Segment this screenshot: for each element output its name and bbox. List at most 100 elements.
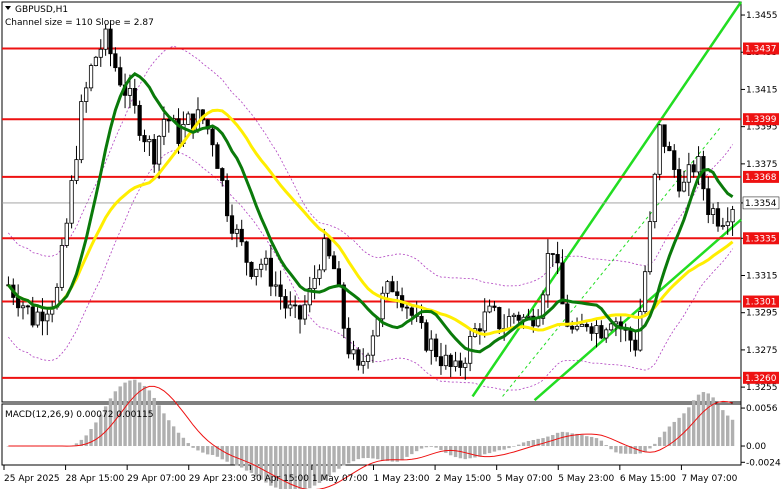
macd-bar <box>604 445 608 447</box>
candle-body <box>594 325 599 334</box>
candle-body <box>453 360 458 367</box>
channel-lower-line <box>533 218 742 402</box>
candle-body <box>176 118 181 144</box>
level-label: 1.3260 <box>745 374 777 384</box>
macd-bar <box>458 446 463 459</box>
macd-bar <box>580 434 584 447</box>
macd-bar <box>507 446 511 449</box>
collapse-arrow-icon[interactable] <box>5 6 11 10</box>
macd-bar <box>308 446 312 489</box>
candle-body <box>365 354 371 362</box>
macd-bar <box>181 437 186 447</box>
macd-bar <box>171 426 176 447</box>
macd-bar <box>152 397 156 447</box>
macd-bar <box>400 446 404 460</box>
level-label-box <box>743 295 779 308</box>
macd-bar <box>89 429 93 447</box>
candle-body <box>487 305 492 313</box>
macd-bar <box>84 435 88 447</box>
candle-body <box>404 306 410 309</box>
candle-body <box>434 338 439 358</box>
level-label: 1.3301 <box>745 298 777 308</box>
candle-body <box>336 268 342 286</box>
price-tick-label: 1.3455 <box>746 11 778 21</box>
macd-bar <box>405 446 409 457</box>
candle-body <box>186 113 191 125</box>
candle-body <box>599 325 604 339</box>
macd-bar <box>429 446 433 447</box>
time-tick-label: 2 May 15:00 <box>435 474 491 484</box>
candle-body <box>20 305 26 309</box>
macd-bar <box>390 446 395 462</box>
candle-body <box>516 314 521 321</box>
level-label-box <box>743 113 779 126</box>
macd-bar <box>99 414 103 447</box>
candle-body <box>142 135 147 143</box>
macd-bar <box>623 446 628 454</box>
candle-body <box>331 255 337 270</box>
macd-bar <box>210 446 215 455</box>
candle-body <box>395 291 400 296</box>
macd-bar <box>555 432 560 447</box>
macd-bar <box>599 440 604 447</box>
macd-bar <box>628 446 633 454</box>
macd-bar <box>385 446 390 462</box>
candle-body <box>283 296 288 309</box>
candle-body <box>715 208 721 227</box>
candle-body <box>691 164 696 173</box>
candle-body <box>302 304 307 320</box>
candle-body <box>74 159 79 181</box>
lower-envelope-line <box>8 149 733 391</box>
candle-body <box>16 297 21 309</box>
candle-body <box>35 311 40 326</box>
macd-bar <box>298 446 302 489</box>
macd-bar <box>687 407 691 447</box>
macd-bar <box>220 446 224 460</box>
candle-body <box>424 322 429 351</box>
macd-bar <box>648 446 652 449</box>
candle-body <box>93 56 99 66</box>
macd-bar <box>414 446 419 452</box>
candle-body <box>210 128 215 146</box>
macd-bar <box>322 446 327 481</box>
candle-body <box>448 354 453 367</box>
candle-body <box>220 168 225 181</box>
macd-bar <box>682 413 686 447</box>
candle-body <box>492 305 497 308</box>
macd-bar <box>167 420 171 447</box>
macd-bar <box>332 446 336 473</box>
time-tick-label: 7 May 07:00 <box>681 474 737 484</box>
macd-bar <box>526 441 531 447</box>
time-tick-label: 5 May 07:00 <box>497 474 553 484</box>
macd-bar <box>638 446 642 454</box>
macd-bar <box>721 410 725 447</box>
macd-bar <box>259 446 263 480</box>
candle-body <box>341 284 346 329</box>
candle-body <box>477 328 482 332</box>
candle-body <box>152 138 157 165</box>
candle-body <box>696 156 701 173</box>
macd-bar <box>614 446 618 453</box>
macd-bar <box>240 446 244 468</box>
candle-body <box>59 245 64 288</box>
candle-body <box>45 313 50 322</box>
macd-bar <box>327 446 331 477</box>
macd-bar <box>468 446 472 459</box>
time-tick-label: 25 Apr 2025 <box>4 474 60 484</box>
macd-bar <box>633 446 638 455</box>
candle-body <box>545 253 550 296</box>
macd-bar <box>303 446 307 489</box>
macd-bar <box>434 446 438 448</box>
macd-bar <box>94 422 98 447</box>
macd-bar <box>594 438 599 447</box>
channel-upper-line <box>471 1 743 398</box>
macd-bar <box>444 446 448 453</box>
moving-averages <box>7 72 734 354</box>
macd-bar <box>560 431 565 447</box>
macd-bar <box>201 446 205 453</box>
macd-bar <box>274 446 278 488</box>
candle-body <box>288 304 293 309</box>
macd-bar <box>346 446 351 464</box>
candle-body <box>662 124 667 147</box>
